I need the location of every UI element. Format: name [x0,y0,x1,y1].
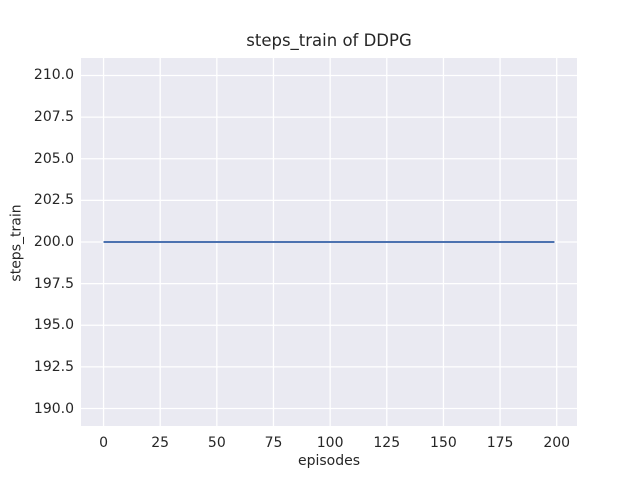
x-tick-label: 75 [264,435,283,451]
x-tick-label: 200 [543,435,571,451]
y-tick-label: 190.0 [33,400,74,417]
y-tick-label: 195.0 [33,317,74,334]
chart-title: steps_train of DDPG [246,31,412,50]
x-tick-label: 25 [151,435,170,451]
plot-area [81,58,577,426]
y-tick-label: 192.5 [33,358,74,375]
y-tick-label: 202.5 [33,192,74,209]
y-tick-label: 197.5 [33,275,74,292]
x-tick-label: 0 [99,435,108,451]
x-tick-label: 125 [373,435,401,451]
x-tick-label: 50 [207,435,226,451]
x-tick-label: 150 [430,435,457,451]
x-tick-label: 100 [316,435,344,451]
line-chart [81,58,577,426]
y-tick-label: 200.0 [33,234,74,250]
x-axis-label: episodes [297,453,361,469]
x-tick-label: 175 [486,435,514,451]
y-tick-label: 210.0 [33,67,74,84]
y-tick-label: 207.5 [33,109,74,126]
y-tick-label: 205.0 [33,150,74,167]
